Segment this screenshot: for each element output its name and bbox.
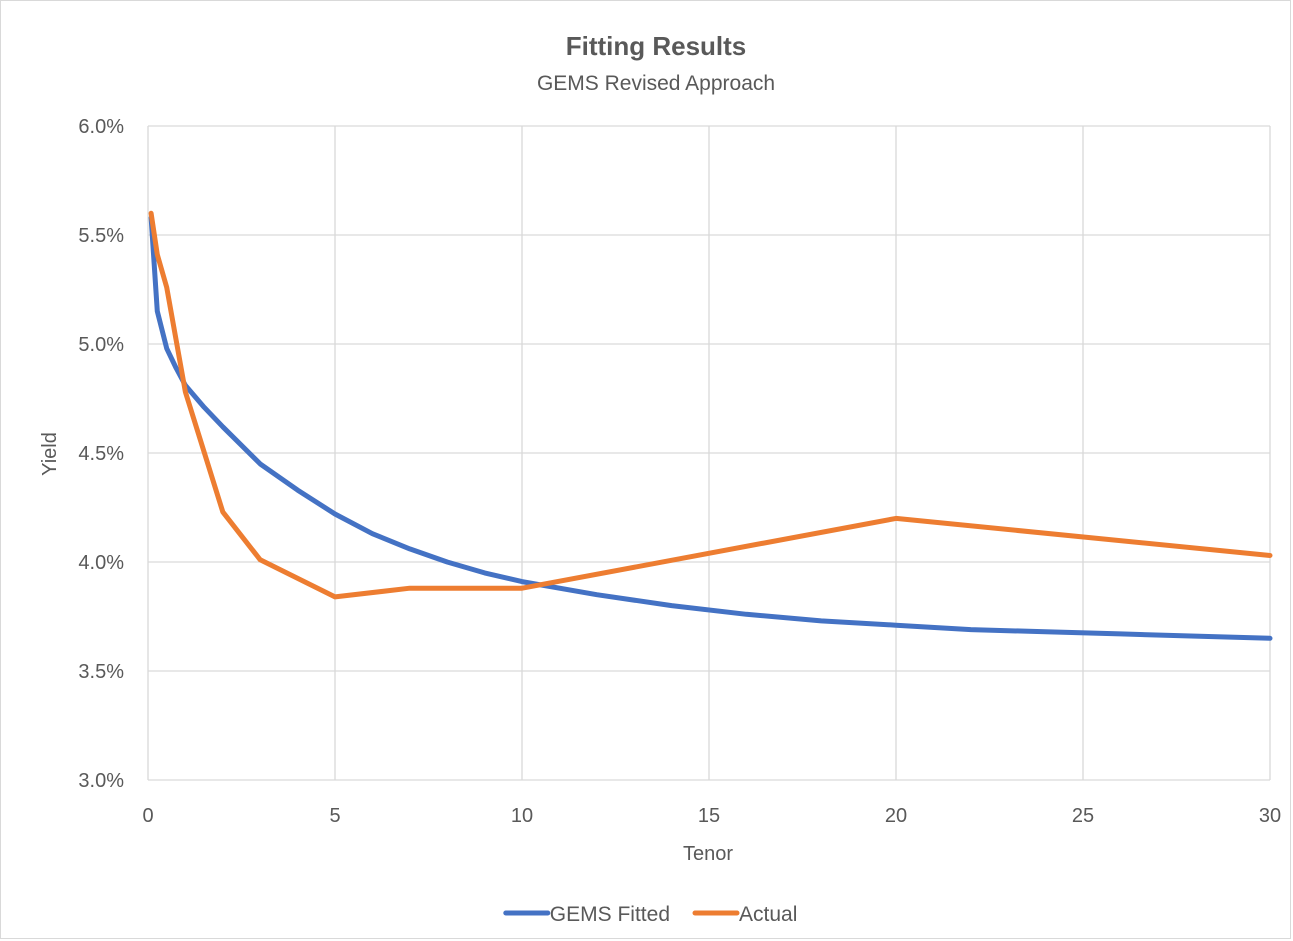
x-tick-label: 5	[329, 805, 340, 827]
series-line-gems-fitted	[148, 215, 1273, 641]
y-tick-label: 3.0%	[78, 770, 124, 792]
series-line-actual	[148, 210, 1273, 600]
legend-label-actual: Actual	[739, 903, 797, 926]
x-tick-label: 20	[885, 805, 907, 827]
x-tick-label: 15	[698, 805, 720, 827]
x-tick-label: 25	[1072, 805, 1094, 827]
x-axis-title: Tenor	[683, 843, 733, 865]
legend-label-gems-fitted: GEMS Fitted	[550, 903, 670, 926]
y-tick-label: 6.0%	[78, 116, 124, 138]
data-series	[148, 210, 1273, 641]
y-tick-label: 5.0%	[78, 334, 124, 356]
x-tick-label: 0	[142, 805, 153, 827]
y-tick-label: 3.5%	[78, 661, 124, 683]
chart-title: Fitting Results	[566, 31, 747, 61]
y-tick-label: 4.0%	[78, 552, 124, 574]
x-axis-tick-labels: 0 5 10 15 20 25 30	[142, 805, 1281, 827]
x-tick-label: 10	[511, 805, 533, 827]
gridlines	[147, 125, 1271, 781]
y-axis-title: Yield	[39, 432, 61, 476]
chart-subtitle: GEMS Revised Approach	[537, 72, 775, 95]
y-axis-tick-labels: 3.0% 3.5% 4.0% 4.5% 5.0% 5.5% 6.0%	[78, 116, 124, 792]
y-tick-label: 4.5%	[78, 443, 124, 465]
x-tick-label: 30	[1259, 805, 1281, 827]
legend: GEMS Fitted Actual	[503, 903, 797, 926]
y-tick-label: 5.5%	[78, 225, 124, 247]
